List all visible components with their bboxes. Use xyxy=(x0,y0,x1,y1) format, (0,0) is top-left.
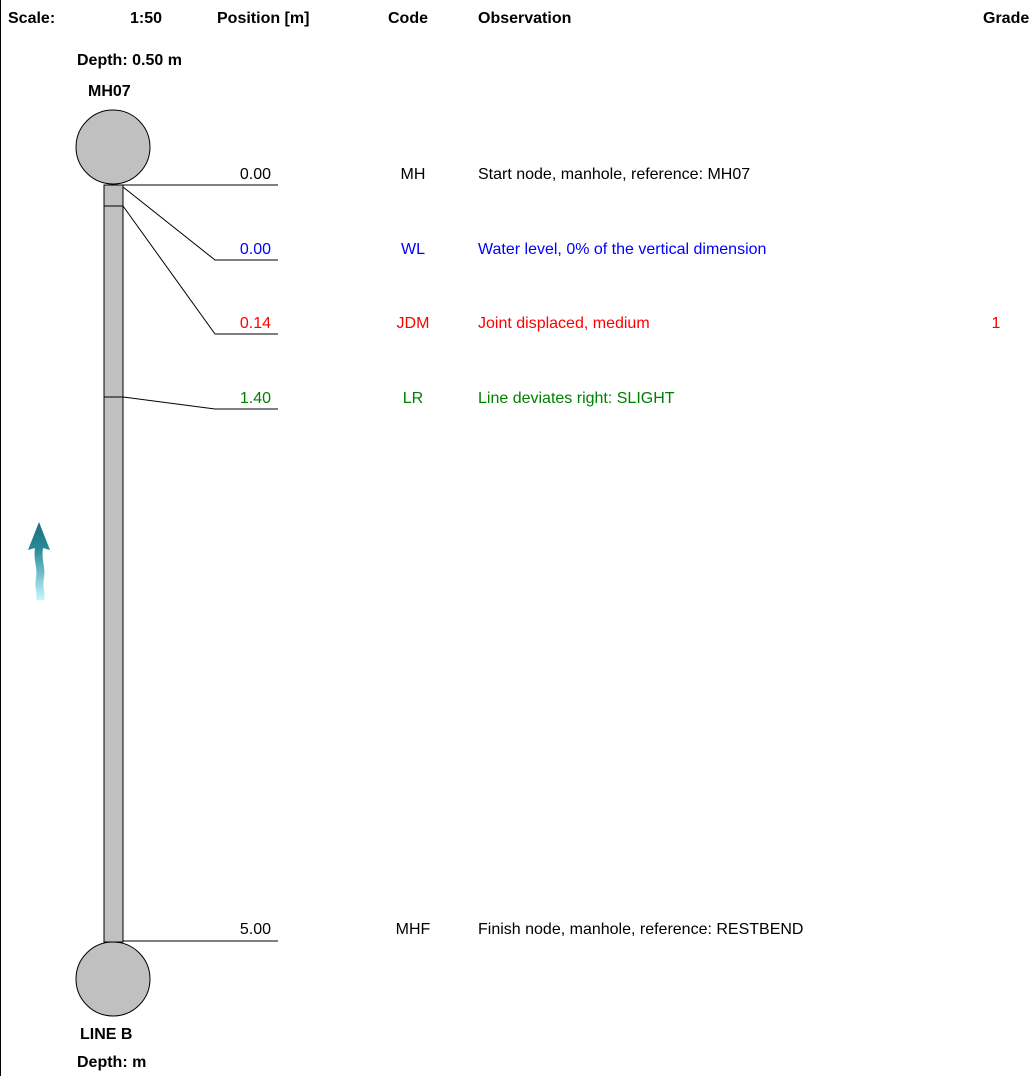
position-column-header: Position [m] xyxy=(217,10,310,27)
row-3-observation: Joint displaced, medium xyxy=(478,315,650,332)
start-node-depth: Depth: 0.50 m xyxy=(77,52,182,69)
row-5-code: MHF xyxy=(395,921,431,938)
observation-column-header: Observation xyxy=(478,10,572,27)
end-node-name: LINE B xyxy=(80,1026,133,1043)
row-2-code: WL xyxy=(401,241,425,258)
start-manhole-symbol xyxy=(75,109,151,185)
flow-direction-arrow-icon xyxy=(28,522,50,600)
scale-label: Scale: xyxy=(8,10,56,27)
scale-value: 1:50 xyxy=(130,10,163,27)
row-3-position: 0.14 xyxy=(239,315,271,332)
row-2-position: 0.00 xyxy=(239,241,271,258)
grade-column-header: Grade xyxy=(983,10,1030,27)
row-5-position: 5.00 xyxy=(239,921,271,938)
start-node-name: MH07 xyxy=(88,83,131,100)
row-3-grade: 1 xyxy=(991,315,1001,332)
page-left-border xyxy=(0,0,1,1076)
row-4-observation: Line deviates right: SLIGHT xyxy=(478,390,675,407)
end-node-depth: Depth: m xyxy=(77,1054,147,1071)
leader-line-jdm xyxy=(122,205,278,335)
leader-line-wl xyxy=(122,186,278,261)
row-1-code: MH xyxy=(400,166,426,183)
row-2-observation: Water level, 0% of the vertical dimensio… xyxy=(478,241,767,258)
end-manhole-symbol xyxy=(75,941,151,1017)
row-1-observation: Start node, manhole, reference: MH07 xyxy=(478,166,751,183)
pipe-body xyxy=(103,184,124,943)
row-3-code: JDM xyxy=(396,315,430,332)
leader-line-lr xyxy=(122,396,278,410)
code-column-header: Code xyxy=(388,10,428,27)
row-4-position: 1.40 xyxy=(239,390,271,407)
row-4-code: LR xyxy=(402,390,424,407)
row-1-position: 0.00 xyxy=(239,166,271,183)
row-5-observation: Finish node, manhole, reference: RESTBEN… xyxy=(478,921,804,938)
